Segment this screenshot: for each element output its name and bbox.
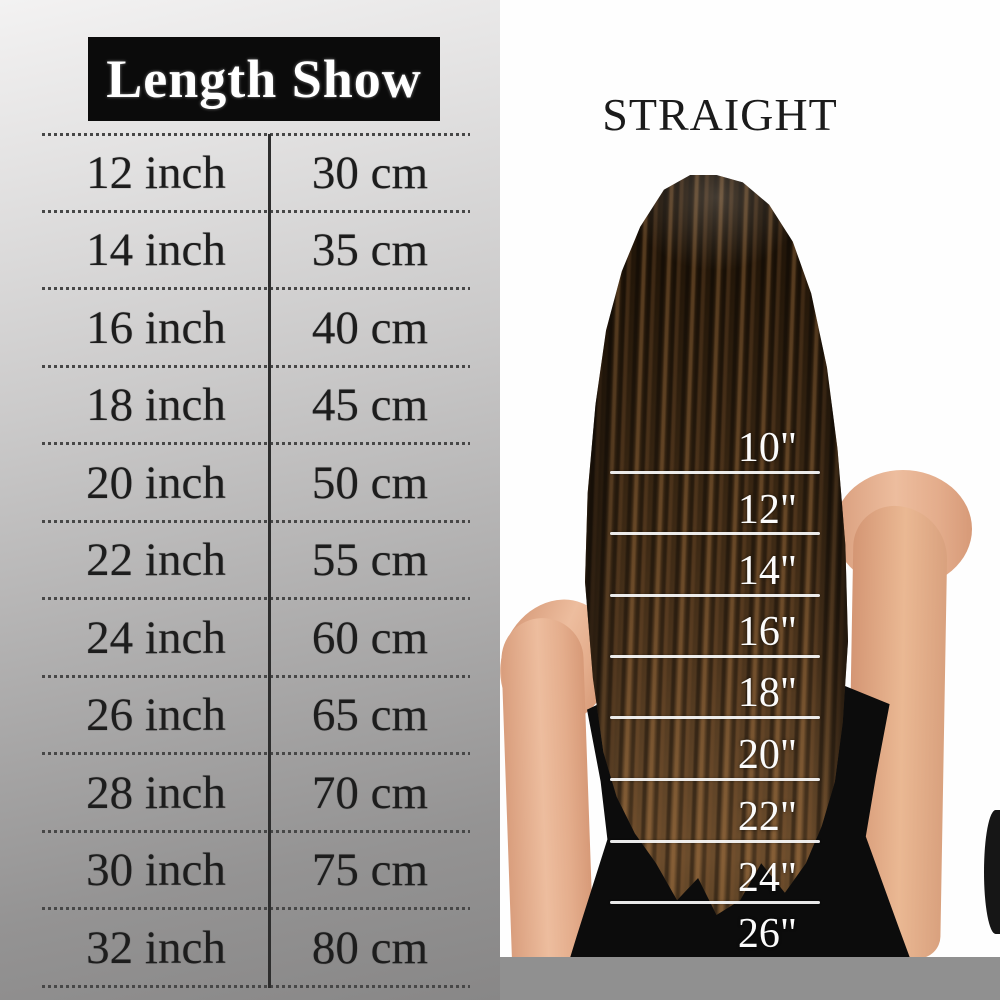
table-top-dotted-line	[42, 133, 470, 136]
cm-cell: 55 cm	[311, 534, 429, 587]
table-row: 12 inch 30 cm	[42, 134, 470, 213]
hair-length-label: 10"	[737, 425, 798, 471]
model-straight-hair	[585, 175, 848, 915]
table-row: 30 inch 75 cm	[42, 832, 470, 910]
inch-cell: 22 inch	[86, 534, 226, 587]
photo-panel: STRAIGHT 10" 12" 14" 16" 18" 20" 22" 24" 26"	[480, 0, 1000, 1000]
hair-length-label: 24"	[737, 855, 798, 901]
length-show-title-box: Length Show	[88, 37, 440, 121]
inch-cell: 14 inch	[86, 224, 226, 277]
table-row: 24 inch 60 cm	[42, 599, 470, 678]
inch-cell: 24 inch	[86, 611, 226, 664]
hair-length-label: 20"	[737, 732, 798, 778]
inch-cell: 18 inch	[86, 379, 226, 432]
hair-length-line	[610, 594, 820, 597]
row-separator-dotted-line	[42, 829, 470, 833]
hair-length-line	[610, 840, 820, 843]
inch-cell: 30 inch	[86, 844, 226, 897]
inch-cell: 20 inch	[86, 456, 226, 509]
row-separator-dotted-line	[42, 597, 470, 600]
hair-length-line	[610, 778, 820, 781]
cm-cell: 50 cm	[311, 456, 429, 509]
hair-length-label: 14"	[737, 548, 798, 594]
cm-cell: 70 cm	[311, 766, 429, 819]
cm-cell: 75 cm	[311, 844, 429, 897]
table-row: 16 inch 40 cm	[42, 289, 470, 368]
bottom-gray-bar	[500, 957, 1000, 1000]
table-row: 18 inch 45 cm	[42, 367, 470, 445]
inch-cell: 26 inch	[86, 689, 226, 742]
photo-edge-artifact	[984, 810, 1000, 934]
length-table-panel: Length Show 12 inch 30 cm 14 inch 35 cm …	[0, 0, 500, 1000]
hair-length-line	[610, 655, 820, 658]
row-separator-dotted-line	[42, 209, 470, 213]
cm-cell: 65 cm	[311, 689, 429, 742]
hair-length-label: 26"	[737, 911, 798, 957]
cm-cell: 45 cm	[311, 379, 429, 432]
hair-length-line	[610, 471, 820, 474]
row-separator-dotted-line	[42, 442, 470, 445]
length-show-title: Length Show	[106, 49, 422, 109]
row-separator-dotted-line	[42, 752, 470, 755]
inch-cell: 32 inch	[86, 921, 226, 974]
cm-cell: 35 cm	[311, 224, 429, 277]
cm-cell: 40 cm	[311, 301, 429, 354]
hair-length-line	[610, 532, 820, 535]
hair-length-label: 22"	[737, 794, 798, 840]
table-row: 14 inch 35 cm	[42, 212, 470, 290]
straight-title: STRAIGHT	[602, 89, 838, 140]
hair-length-line	[610, 901, 820, 904]
table-row: 20 inch 50 cm	[42, 444, 470, 523]
cm-cell: 80 cm	[311, 921, 429, 974]
inch-cell: 16 inch	[86, 301, 226, 354]
row-separator-dotted-line	[42, 984, 470, 988]
inch-cell: 28 inch	[86, 766, 226, 819]
model-left-arm	[500, 616, 594, 960]
length-table: 12 inch 30 cm 14 inch 35 cm 16 inch 40 c…	[42, 133, 470, 988]
table-row: 28 inch 70 cm	[42, 754, 470, 833]
inch-cell: 12 inch	[86, 146, 226, 199]
table-row: 32 inch 80 cm	[42, 909, 470, 988]
row-separator-dotted-line	[42, 287, 470, 290]
hair-length-label: 18"	[737, 670, 798, 716]
row-separator-dotted-line	[42, 364, 470, 368]
cm-cell: 60 cm	[311, 611, 429, 664]
column-divider	[268, 134, 271, 988]
table-row: 26 inch 65 cm	[42, 677, 470, 755]
hair-length-label: 16"	[737, 609, 798, 655]
hair-length-line	[610, 716, 820, 719]
cm-cell: 30 cm	[311, 146, 429, 199]
row-separator-dotted-line	[42, 519, 470, 523]
row-separator-dotted-line	[42, 907, 470, 910]
length-table-rows: 12 inch 30 cm 14 inch 35 cm 16 inch 40 c…	[42, 134, 470, 988]
table-row: 22 inch 55 cm	[42, 522, 470, 600]
hair-length-label: 12"	[737, 487, 798, 533]
row-separator-dotted-line	[42, 674, 470, 678]
